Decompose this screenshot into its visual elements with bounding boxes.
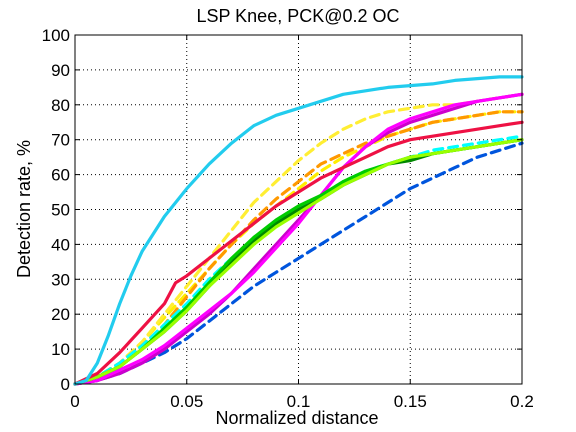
x-tick-label: 0.2 [510, 392, 534, 411]
y-tick-label: 70 [51, 131, 70, 150]
y-axis-title: Detection rate, % [14, 140, 34, 278]
y-tick-label: 40 [51, 235, 70, 254]
x-tick-label: 0.1 [287, 392, 311, 411]
x-axis-title: Normalized distance [215, 408, 378, 428]
y-tick-label: 0 [61, 375, 70, 394]
chart-title: LSP Knee, PCK@0.2 OC [196, 6, 399, 26]
y-tick-label: 10 [51, 340, 70, 359]
y-tick-label: 20 [51, 305, 70, 324]
series-line-6 [73, 92, 524, 386]
y-tick-label: 80 [51, 96, 70, 115]
x-tick-label: 0 [70, 392, 79, 411]
series-line-10 [73, 138, 524, 386]
y-tick-label: 60 [51, 166, 70, 185]
series-line-4 [73, 110, 524, 386]
x-tick-label: 0.15 [394, 392, 427, 411]
series-line-12 [73, 75, 524, 386]
y-tick-label: 90 [51, 61, 70, 80]
axis-ticks: 0 0.05 0.1 0.15 0.2 0 10 20 30 40 50 60 70 80 90 100 [42, 26, 534, 411]
series-line-11 [73, 120, 524, 386]
y-tick-label: 100 [42, 26, 70, 45]
y-tick-label: 30 [51, 270, 70, 289]
y-tick-label: 50 [51, 201, 70, 220]
series-group [73, 75, 524, 386]
series-line-3 [73, 92, 524, 386]
x-tick-label: 0.05 [170, 392, 203, 411]
series-line-7 [73, 92, 524, 386]
